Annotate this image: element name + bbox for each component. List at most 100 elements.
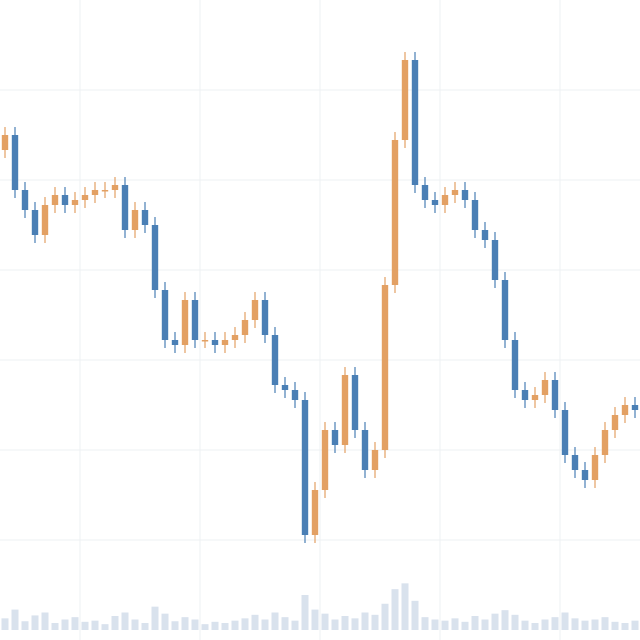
volume-bar xyxy=(111,616,119,630)
candle-body xyxy=(441,195,449,205)
candle-body xyxy=(391,140,399,285)
candle-body xyxy=(21,190,29,210)
volume-bar xyxy=(81,621,89,630)
volume-bar xyxy=(531,623,539,630)
volume-bar xyxy=(561,612,569,630)
volume-bar xyxy=(1,618,9,630)
candle-body xyxy=(521,390,529,400)
candle-body xyxy=(551,380,559,410)
candle-body xyxy=(81,195,89,200)
candle-body xyxy=(351,375,359,430)
candle-body xyxy=(371,450,379,470)
candle-body xyxy=(51,195,59,205)
candle-body xyxy=(31,210,39,235)
volume-bar xyxy=(441,620,449,630)
candle-body xyxy=(201,340,209,342)
candle-body xyxy=(531,395,539,400)
volume-bar xyxy=(241,618,249,630)
volume-bar xyxy=(281,617,289,630)
candle-body xyxy=(41,205,49,235)
candle-body xyxy=(601,430,609,455)
candle-body xyxy=(301,400,309,535)
candle-body xyxy=(481,230,489,240)
candle-body xyxy=(511,340,519,390)
candle-body xyxy=(241,320,249,335)
candle-body xyxy=(231,335,239,340)
volume-bar xyxy=(471,616,479,630)
volume-bar xyxy=(491,613,499,630)
volume-bar xyxy=(61,619,69,630)
volume-bar xyxy=(621,623,629,630)
volume-bar xyxy=(191,619,199,630)
volume-bar xyxy=(171,621,179,630)
candle-body xyxy=(331,430,339,445)
candle-body xyxy=(431,200,439,205)
volume-bar xyxy=(211,621,219,630)
candle-body xyxy=(151,225,159,290)
volume-bar xyxy=(411,600,419,630)
volume-bar xyxy=(341,616,349,630)
volume-bar xyxy=(141,623,149,630)
candle-body xyxy=(61,195,69,205)
candle-body xyxy=(111,185,119,190)
volume-bar xyxy=(541,619,549,630)
volume-bar xyxy=(311,609,319,630)
candle-body xyxy=(451,190,459,195)
candle-body xyxy=(141,210,149,225)
candle-body xyxy=(191,300,199,340)
candle-body xyxy=(421,185,429,200)
volume-bar xyxy=(271,612,279,630)
candle-body xyxy=(101,190,109,192)
volume-bar xyxy=(551,617,559,630)
candle-body xyxy=(571,455,579,470)
candle-body xyxy=(71,200,79,205)
volume-bar xyxy=(591,619,599,630)
volume-bar xyxy=(121,612,129,630)
volume-bar xyxy=(11,609,19,630)
volume-bar xyxy=(331,619,339,630)
candle-body xyxy=(271,335,279,385)
candle-body xyxy=(181,300,189,345)
volume-bar xyxy=(231,620,239,630)
volume-bar xyxy=(291,620,299,630)
candle-body xyxy=(491,240,499,280)
candle-body xyxy=(591,455,599,480)
candle-body xyxy=(121,185,129,230)
volume-bar xyxy=(521,620,529,630)
candle-body xyxy=(161,290,169,340)
volume-bar xyxy=(631,620,639,630)
candle-body xyxy=(561,410,569,455)
volume-bar xyxy=(101,624,109,630)
candle-body xyxy=(251,300,259,320)
volume-bar xyxy=(481,619,489,630)
volume-bar xyxy=(501,610,509,630)
candle-body xyxy=(261,300,269,335)
candle-body xyxy=(381,285,389,450)
candle-body xyxy=(401,60,409,140)
candle-body xyxy=(341,375,349,445)
volume-bar xyxy=(351,618,359,630)
candle-body xyxy=(171,340,179,345)
candle-body xyxy=(311,490,319,535)
volume-bar xyxy=(181,617,189,630)
volume-bar xyxy=(71,617,79,630)
candle-body xyxy=(361,430,369,470)
candle-body xyxy=(581,470,589,480)
volume-bar xyxy=(581,620,589,630)
volume-bar xyxy=(371,614,379,630)
candle-body xyxy=(321,430,329,490)
volume-bar xyxy=(381,603,389,630)
volume-bar xyxy=(601,617,609,630)
volume-bar xyxy=(21,621,29,630)
volume-bar xyxy=(131,619,139,630)
volume-bar xyxy=(31,615,39,630)
volume-bar xyxy=(511,614,519,630)
volume-bar xyxy=(391,589,399,630)
volume-bar xyxy=(461,621,469,630)
candle-body xyxy=(541,380,549,395)
volume-bar xyxy=(41,612,49,630)
candle-body xyxy=(221,340,229,345)
candle-body xyxy=(471,200,479,230)
candle-body xyxy=(131,210,139,230)
